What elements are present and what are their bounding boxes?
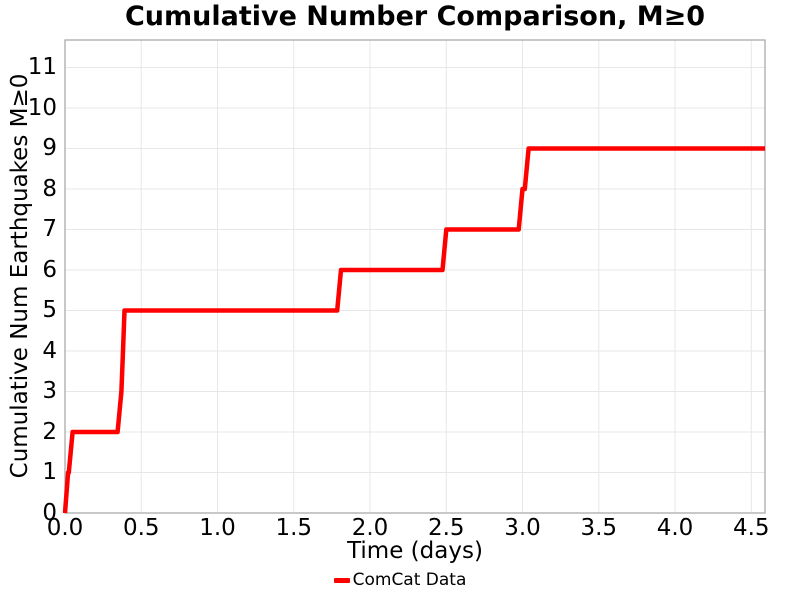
legend: ComCat Data <box>0 568 800 592</box>
y-tick-label: 2 <box>42 418 57 445</box>
legend-label: ComCat Data <box>352 570 467 590</box>
y-tick-label: 10 <box>27 94 57 121</box>
y-tick-label: 11 <box>27 54 57 81</box>
legend-line-swatch <box>333 577 350 583</box>
series-comcat-line <box>62 146 765 514</box>
x-tick-label: 0.0 <box>46 515 84 541</box>
plot-border <box>64 39 766 514</box>
x-axis-label: Time (days) <box>347 538 483 564</box>
x-tick-label: 4.0 <box>656 515 694 541</box>
y-tick-label: 0 <box>42 499 57 526</box>
x-tick-label: 0.5 <box>122 515 160 541</box>
x-tick-label: 1.5 <box>275 515 313 541</box>
step-chart-svg <box>62 39 766 514</box>
y-tick-label: 1 <box>42 459 57 485</box>
chart-title: Cumulative Number Comparison, M≥0 <box>124 1 706 32</box>
y-tick-label: 6 <box>42 256 57 283</box>
x-tick-label: 1.0 <box>199 515 236 541</box>
y-tick-label: 4 <box>42 337 57 364</box>
y-tick-label: 9 <box>42 135 57 162</box>
y-tick-label: 5 <box>42 297 57 324</box>
x-tick-label: 3.5 <box>580 515 618 541</box>
plot-area <box>62 39 766 514</box>
x-tick-label: 3.0 <box>504 515 541 541</box>
x-tick-label: 2.5 <box>427 515 465 541</box>
y-tick-label: 7 <box>42 216 57 243</box>
x-tick-label: 2.0 <box>351 515 389 541</box>
x-tick-label: 4.5 <box>732 515 770 541</box>
y-tick-label: 8 <box>42 175 57 202</box>
y-tick-label: 3 <box>42 378 57 404</box>
